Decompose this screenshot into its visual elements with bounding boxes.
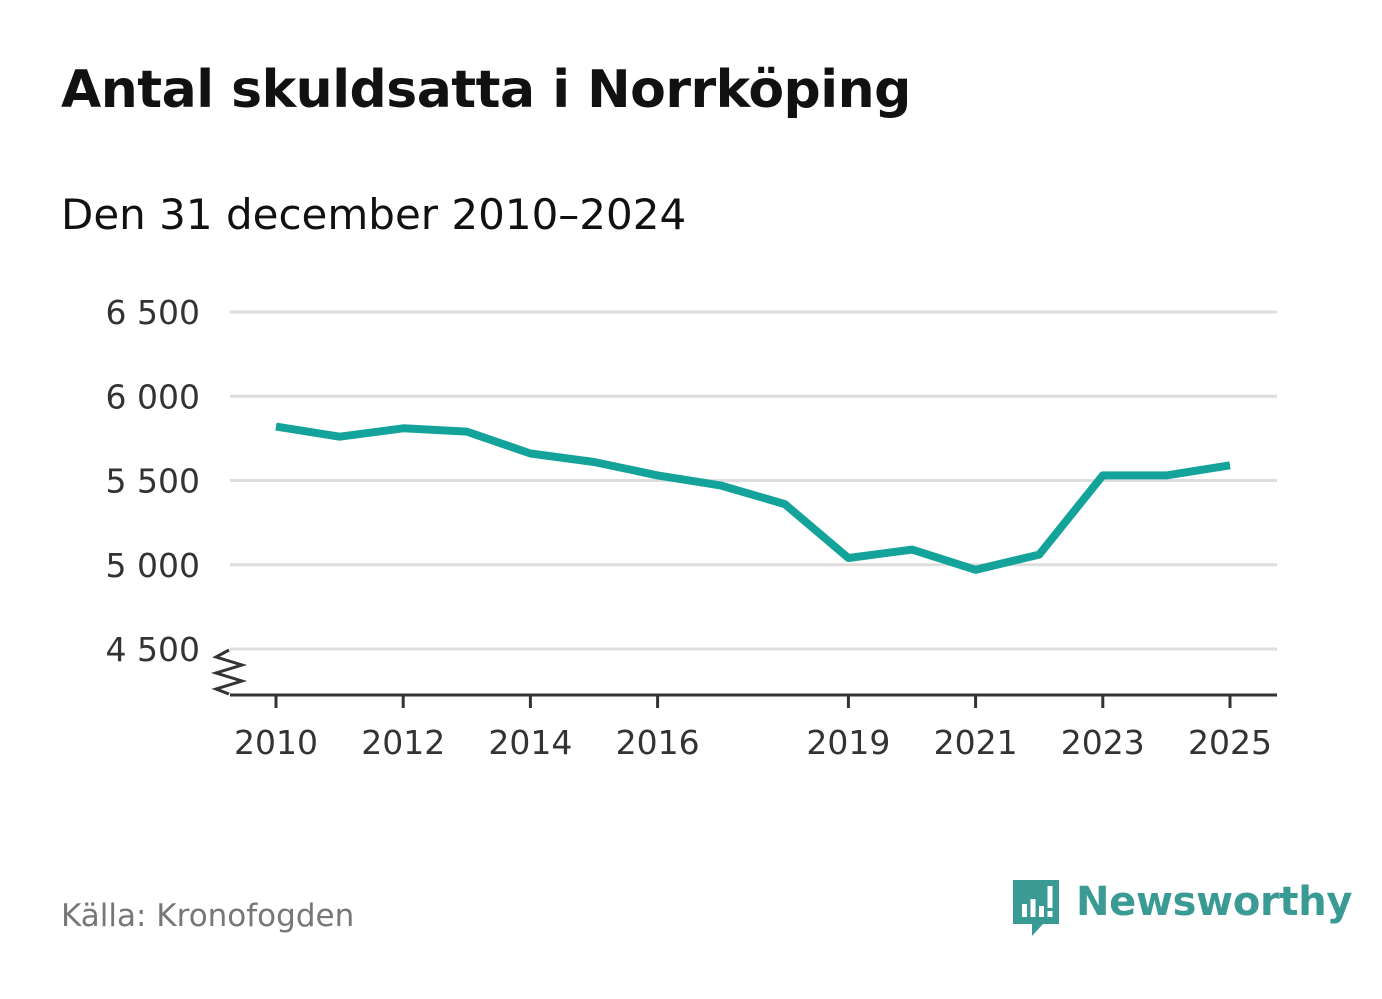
brand-name: Newsworthy xyxy=(1076,879,1353,925)
chart-subtitle: Den 31 december 2010–2024 xyxy=(61,190,687,239)
x-tick-label: 2025 xyxy=(1188,723,1272,762)
y-tick-label: 5 000 xyxy=(106,546,200,585)
source-note: Källa: Kronofogden xyxy=(61,898,355,934)
series-layer xyxy=(275,422,1231,574)
y-tick-label: 6 000 xyxy=(106,377,200,416)
y-axis-break-mark xyxy=(210,648,248,696)
y-tick-label: 5 500 xyxy=(106,462,200,501)
x-tick-label: 2014 xyxy=(488,723,572,762)
y-tick-label: 4 500 xyxy=(106,630,200,669)
x-tick-label: 2019 xyxy=(806,723,890,762)
brand-logo-block: Newsworthy xyxy=(1010,877,1353,939)
grid-layer xyxy=(230,310,1277,651)
y-tick-label: 6 500 xyxy=(106,293,200,332)
chart-title: Antal skuldsatta i Norrköping xyxy=(61,60,911,120)
newsworthy-logo-icon xyxy=(1013,880,1059,936)
series-line-0 xyxy=(275,422,1231,574)
x-tick-label: 2021 xyxy=(934,723,1018,762)
x-tick-label: 2023 xyxy=(1061,723,1145,762)
x-tick-label: 2016 xyxy=(616,723,700,762)
x-tick-label: 2010 xyxy=(234,723,318,762)
x-tick-label: 2012 xyxy=(361,723,445,762)
axis-layer: 4 500 5 000 5 500 6 000 6 500 2010 2012 2014 201… xyxy=(106,293,1277,762)
